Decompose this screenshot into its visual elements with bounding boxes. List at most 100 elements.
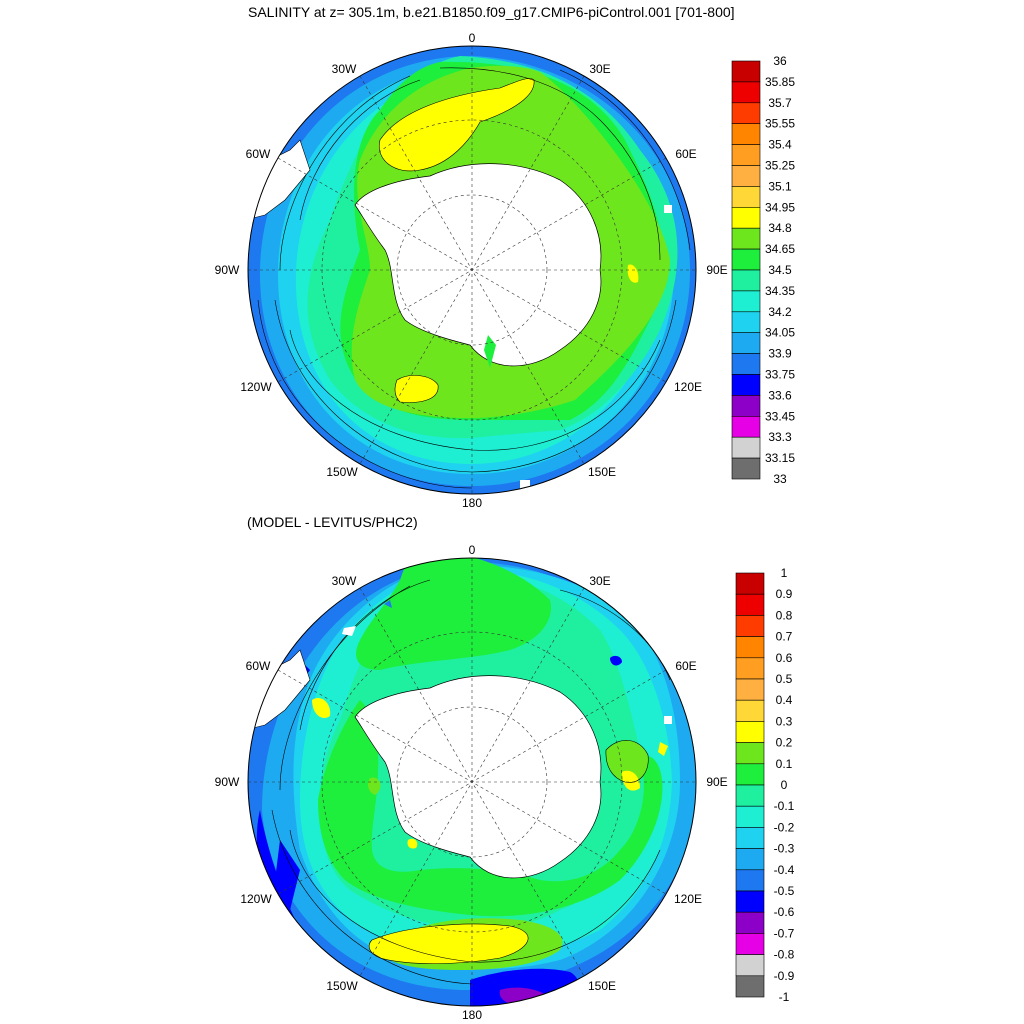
difference-colorbar-tick-label: -0.2 — [774, 820, 795, 834]
difference-colorbar: 1 0.9 0.8 0.7 0.6 0.5 0.4 0.3 0.2 0.1 0 -0.1 -0.2 -0.… — [735, 566, 795, 1004]
salinity-colorbar-tick-label: 34.65 — [765, 242, 795, 256]
difference-colorbar-swatch — [735, 933, 765, 955]
difference-contour-field — [248, 558, 696, 1006]
salinity-colorbar-swatch — [731, 123, 761, 145]
lon-label-30w: 30W — [332, 574, 357, 588]
salinity-colorbar-tick-label: 35.85 — [765, 75, 795, 89]
salinity-colorbar-swatch — [731, 457, 761, 480]
salinity-colorbar-tick-label: 33.9 — [768, 347, 792, 361]
salinity-colorbar-tick-label: 35.25 — [765, 159, 795, 173]
salinity-colorbar-swatch — [731, 165, 761, 187]
salinity-colorbar-swatch — [731, 311, 761, 333]
difference-colorbar-swatch — [735, 869, 765, 892]
difference-colorbar-swatch — [735, 615, 765, 637]
lon-label-90w: 90W — [215, 263, 240, 277]
difference-colorbar-swatch — [735, 911, 765, 934]
salinity-colorbar-tick-label: 33.15 — [765, 451, 795, 465]
difference-colorbar-swatch — [735, 848, 765, 871]
difference-colorbar-tick-label: -0.6 — [774, 905, 795, 919]
difference-colorbar-swatch — [735, 954, 765, 977]
difference-colorbar-tick-label: -0.9 — [774, 969, 795, 983]
salinity-colorbar-tick-label: 33.3 — [768, 430, 792, 444]
difference-colorbar-tick-label: 0.9 — [776, 587, 793, 601]
difference-colorbar-swatch — [735, 636, 765, 659]
salinity-colorbar-swatch — [731, 248, 761, 271]
difference-polar-map: 0 180 30W 30E 60W 60E 90W 90E 120W 120E … — [215, 543, 795, 1020]
salinity-colorbar-swatch — [731, 353, 761, 375]
difference-colorbar-swatch — [735, 890, 765, 913]
difference-colorbar-tick-label: -0.4 — [774, 863, 795, 877]
salinity-colorbar-tick-label: 34.5 — [768, 263, 792, 277]
difference-colorbar-swatch — [735, 742, 765, 765]
salinity-colorbar-tick-label: 34.8 — [768, 221, 792, 235]
difference-colorbar-swatch — [735, 657, 765, 680]
difference-colorbar-tick-label: 0.4 — [776, 693, 793, 707]
difference-colorbar-tick-label: 0 — [781, 778, 788, 792]
salinity-colorbar-swatch — [731, 269, 761, 292]
salinity-colorbar-swatch — [731, 60, 761, 83]
difference-colorbar-swatch — [735, 975, 765, 998]
difference-colorbar-tick-label: 0.6 — [776, 651, 793, 665]
salinity-colorbar-swatch — [731, 415, 761, 438]
difference-colorbar-swatch — [735, 678, 765, 701]
difference-colorbar-tick-label: -0.8 — [774, 948, 795, 962]
lon-label-30w: 30W — [332, 62, 357, 76]
salinity-colorbar-swatch — [731, 102, 761, 125]
salinity-colorbar-swatch — [731, 227, 761, 250]
lon-label-150e: 150E — [588, 979, 616, 993]
difference-colorbar-swatch — [735, 721, 765, 743]
difference-colorbar-tick-label: 0.5 — [776, 672, 793, 686]
difference-colorbar-tick-label: -1 — [779, 990, 790, 1004]
salinity-colorbar-tick-label: 35.1 — [768, 179, 792, 193]
salinity-colorbar-tick-label: 35.55 — [765, 117, 795, 131]
lon-label-90w: 90W — [215, 775, 240, 789]
salinity-polar-map: 0 180 30W 30E 60W 60E 90W 90E 120W 120E … — [215, 31, 796, 510]
difference-map-title: (MODEL - LEVITUS/PHC2) — [247, 514, 418, 530]
difference-colorbar-tick-label: 0.2 — [776, 736, 793, 750]
salinity-colorbar-tick-label: 34.2 — [768, 305, 792, 319]
salinity-map-title: SALINITY at z= 305.1m, b.e21.B1850.f09_g… — [248, 4, 735, 20]
difference-colorbar-tick-label: 1 — [781, 566, 788, 580]
lon-label-60w: 60W — [246, 147, 271, 161]
lon-label-120w: 120W — [240, 380, 272, 394]
lon-label-150w: 150W — [326, 979, 358, 993]
salinity-colorbar-tick-label: 36 — [773, 54, 787, 68]
graticule — [248, 46, 696, 494]
salinity-colorbar-tick-label: 33 — [773, 472, 787, 486]
salinity-colorbar-swatch — [731, 374, 761, 396]
difference-colorbar-tick-label: -0.5 — [774, 884, 795, 898]
difference-colorbar-swatch — [735, 699, 765, 722]
salinity-colorbar-tick-label: 33.6 — [768, 388, 792, 402]
lon-label-150w: 150W — [326, 465, 358, 479]
salinity-contour-field — [248, 46, 696, 494]
salinity-colorbar-tick-label: 33.75 — [765, 368, 795, 382]
lon-label-60e: 60E — [675, 147, 696, 161]
salinity-colorbar-swatch — [731, 207, 761, 229]
salinity-colorbar-tick-label: 34.95 — [765, 200, 795, 214]
lon-label-30e: 30E — [589, 62, 610, 76]
lon-label-30e: 30E — [589, 574, 610, 588]
difference-colorbar-swatch — [735, 805, 765, 828]
difference-colorbar-swatch — [735, 763, 765, 786]
lon-label-90e: 90E — [706, 775, 727, 789]
difference-colorbar-swatch — [735, 784, 765, 807]
map-boundary — [247, 45, 697, 495]
difference-colorbar-tick-label: -0.1 — [774, 799, 795, 813]
lon-label-0: 0 — [469, 543, 476, 557]
longitude-labels: 0 180 30W 30E 60W 60E 90W 90E 120W 120E … — [215, 31, 728, 510]
salinity-colorbar-swatch — [731, 395, 761, 417]
graticule — [248, 558, 696, 1006]
salinity-colorbar-swatch — [731, 436, 761, 459]
difference-colorbar-swatch — [735, 593, 765, 616]
salinity-colorbar: 36 35.85 35.7 35.55 35.4 35.25 35.1 34.95 34.8 34… — [731, 54, 795, 486]
salinity-colorbar-tick-label: 35.7 — [768, 96, 792, 110]
salinity-colorbar-swatch — [731, 332, 761, 354]
difference-colorbar-tick-label: -0.3 — [774, 842, 795, 856]
difference-map-panel: 0 180 30W 30E 60W 60E 90W 90E 120W 120E … — [0, 510, 1024, 1020]
lon-label-90e: 90E — [706, 263, 727, 277]
lon-label-120w: 120W — [240, 892, 272, 906]
longitude-labels: 0 180 30W 30E 60W 60E 90W 90E 120W 120E … — [215, 543, 728, 1020]
difference-colorbar-tick-label: 0.3 — [776, 714, 793, 728]
salinity-colorbar-swatch — [731, 144, 761, 166]
salinity-colorbar-swatch — [731, 186, 761, 208]
